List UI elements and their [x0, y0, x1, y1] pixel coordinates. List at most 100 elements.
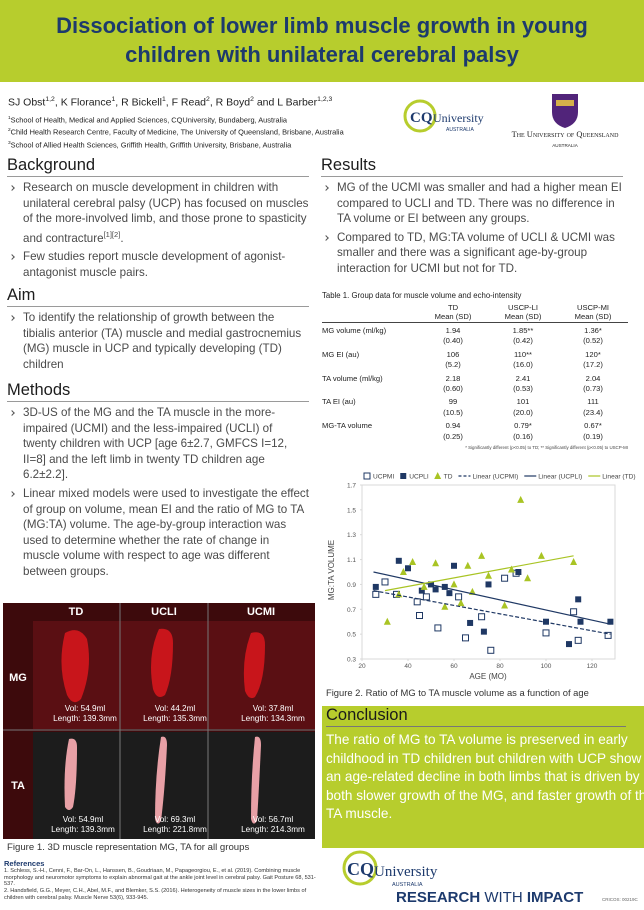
- cell: (0.19): [583, 431, 603, 441]
- point: [381, 578, 389, 586]
- affil-sup: 2: [8, 128, 11, 134]
- cell: (0.52): [583, 336, 603, 346]
- header-line: Mean (SD): [434, 312, 472, 321]
- x-tick-label: 40: [404, 663, 412, 670]
- point: [575, 596, 582, 603]
- cell: 1.94: [418, 322, 488, 337]
- point: [478, 613, 486, 621]
- point: [422, 593, 430, 601]
- table-row: MG EI (au) 106 110** 120*: [322, 347, 628, 360]
- chart: MG:TA VOLUME AGE (MO) 0.3 0.5 0.7 0.9 1.1 1.3…: [327, 472, 636, 681]
- cell: (16.0): [513, 360, 533, 370]
- author-sup: 1,2: [45, 96, 55, 103]
- legend-item: Linear (UCPMI): [458, 474, 518, 481]
- legend-label: UCPLI: [409, 474, 429, 481]
- figure-1-caption: Figure 1. 3D muscle representation MG, T…: [7, 842, 250, 853]
- affil-sup: 1: [8, 116, 11, 121]
- point: [409, 558, 417, 566]
- table-row: (10.5) (20.0) (23.4): [322, 408, 628, 418]
- muscle-ta: [155, 736, 167, 824]
- title-bar: Dissociation of lower limb muscle growth…: [0, 0, 644, 82]
- table-wrap: TD Mean (SD) USCP-LI Mean (SD) USCP-MI Mean (…: [322, 302, 628, 450]
- point: [467, 619, 474, 626]
- trend-line: [373, 590, 611, 635]
- cell: (0.53): [513, 384, 533, 394]
- x-axis-label: AGE (MO): [469, 672, 507, 681]
- point: [485, 581, 492, 588]
- point: [441, 602, 449, 610]
- y-tick-label: 0.9: [347, 582, 356, 589]
- y-tick-label: 0.7: [347, 607, 356, 614]
- point: [432, 559, 440, 567]
- bullet: 3D-US of the MG and the TA muscle in the…: [7, 405, 309, 483]
- cricos: CRICOS: 00219C: [602, 897, 639, 902]
- sep: ,: [209, 96, 216, 109]
- section-heading: Results: [321, 156, 623, 177]
- point: [478, 551, 486, 559]
- table-row: MG volume (ml/kg) 1.94 1.85** 1.36*: [322, 321, 628, 347]
- cell: 110**: [513, 349, 533, 359]
- citation: [1][2]: [103, 229, 121, 239]
- logo-mark: CQ: [410, 110, 433, 126]
- cell-vol: Vol: 56.7ml: [253, 815, 294, 824]
- table-row: (0.40) (0.42) (0.52): [322, 336, 628, 346]
- point: [524, 574, 532, 582]
- table: TD Mean (SD) USCP-LI Mean (SD) USCP-MI Mean (…: [322, 302, 628, 442]
- x-tick-label: 100: [541, 663, 552, 670]
- point: [574, 636, 582, 644]
- footer-logo-country: AUSTRALIA: [392, 882, 423, 888]
- point: [420, 582, 428, 590]
- bullet: MG of the UCMI was smaller and had a hig…: [321, 180, 623, 227]
- y-tick-label: 0.3: [347, 657, 356, 664]
- cell: 2.04: [585, 373, 601, 383]
- y-tick-label: 1.3: [347, 532, 356, 539]
- author: SJ Obst: [8, 96, 46, 109]
- table-caption: Table 1. Group data for muscle volume an…: [322, 291, 522, 300]
- muscle-mg: [61, 630, 89, 703]
- cell: 0.79*: [514, 421, 532, 431]
- point: [508, 565, 515, 573]
- legend-swatch: [434, 472, 442, 479]
- point: [446, 590, 453, 597]
- cell-length: Length: 135.3mm: [143, 714, 207, 723]
- point: [441, 583, 448, 590]
- y-tick-label: 1.7: [347, 483, 356, 490]
- footer: CQ University AUSTRALIA RESEARCH WITH IM…: [342, 850, 639, 906]
- point: [607, 618, 614, 625]
- section-heading: Conclusion: [326, 706, 626, 727]
- tagline-word: IMPACT: [527, 889, 583, 906]
- point: [434, 624, 442, 632]
- sep: and: [253, 96, 278, 109]
- legend-label: Linear (UCPLI): [538, 474, 582, 481]
- row-label: MG volume (ml/kg): [322, 321, 418, 347]
- y-axis-label: MG:TA VOLUME: [327, 540, 336, 600]
- header-line: Mean (SD): [574, 312, 612, 321]
- column-header: USCP-MI Mean (SD): [558, 302, 628, 323]
- cell-length: Length: 134.3mm: [241, 714, 305, 723]
- header-line: USCP-MI: [576, 303, 610, 312]
- cell: (0.40): [443, 336, 463, 346]
- section-heading: Methods: [7, 381, 309, 402]
- affil-sup: 3: [8, 140, 11, 146]
- uq-crest-band: [556, 100, 574, 106]
- cell-vol: Vol: 54.9ml: [65, 704, 106, 713]
- point: [383, 617, 391, 625]
- reference: 1. Schless, S.-H., Cenni, F., Bar-On, L.…: [4, 867, 316, 888]
- cell: (5.2): [445, 360, 461, 370]
- point: [399, 568, 407, 575]
- cell: 0.94: [445, 421, 461, 431]
- author-sup: 1,2,3: [317, 96, 333, 103]
- cell-vol: Vol: 37.8ml: [253, 704, 294, 713]
- column-header: USCP-LI Mean (SD): [488, 302, 558, 323]
- table-row: (0.25) (0.16) (0.19): [322, 432, 628, 442]
- point: [462, 634, 469, 642]
- methods-section: Methods 3D-US of the MG and the TA muscl…: [7, 381, 309, 583]
- table-header: TD Mean (SD) USCP-LI Mean (SD) USCP-MI Mean (…: [322, 302, 628, 323]
- logo-country: AUSTRALIA: [446, 127, 474, 133]
- affiliation: School of Health, Medical and Applied Sc…: [10, 115, 288, 125]
- table-row: (0.60) (0.53) (0.73): [322, 384, 628, 394]
- legend-swatch: [400, 473, 407, 479]
- point: [501, 601, 509, 609]
- conclusion-body: The ratio of MG to TA volume is preserve…: [326, 732, 644, 822]
